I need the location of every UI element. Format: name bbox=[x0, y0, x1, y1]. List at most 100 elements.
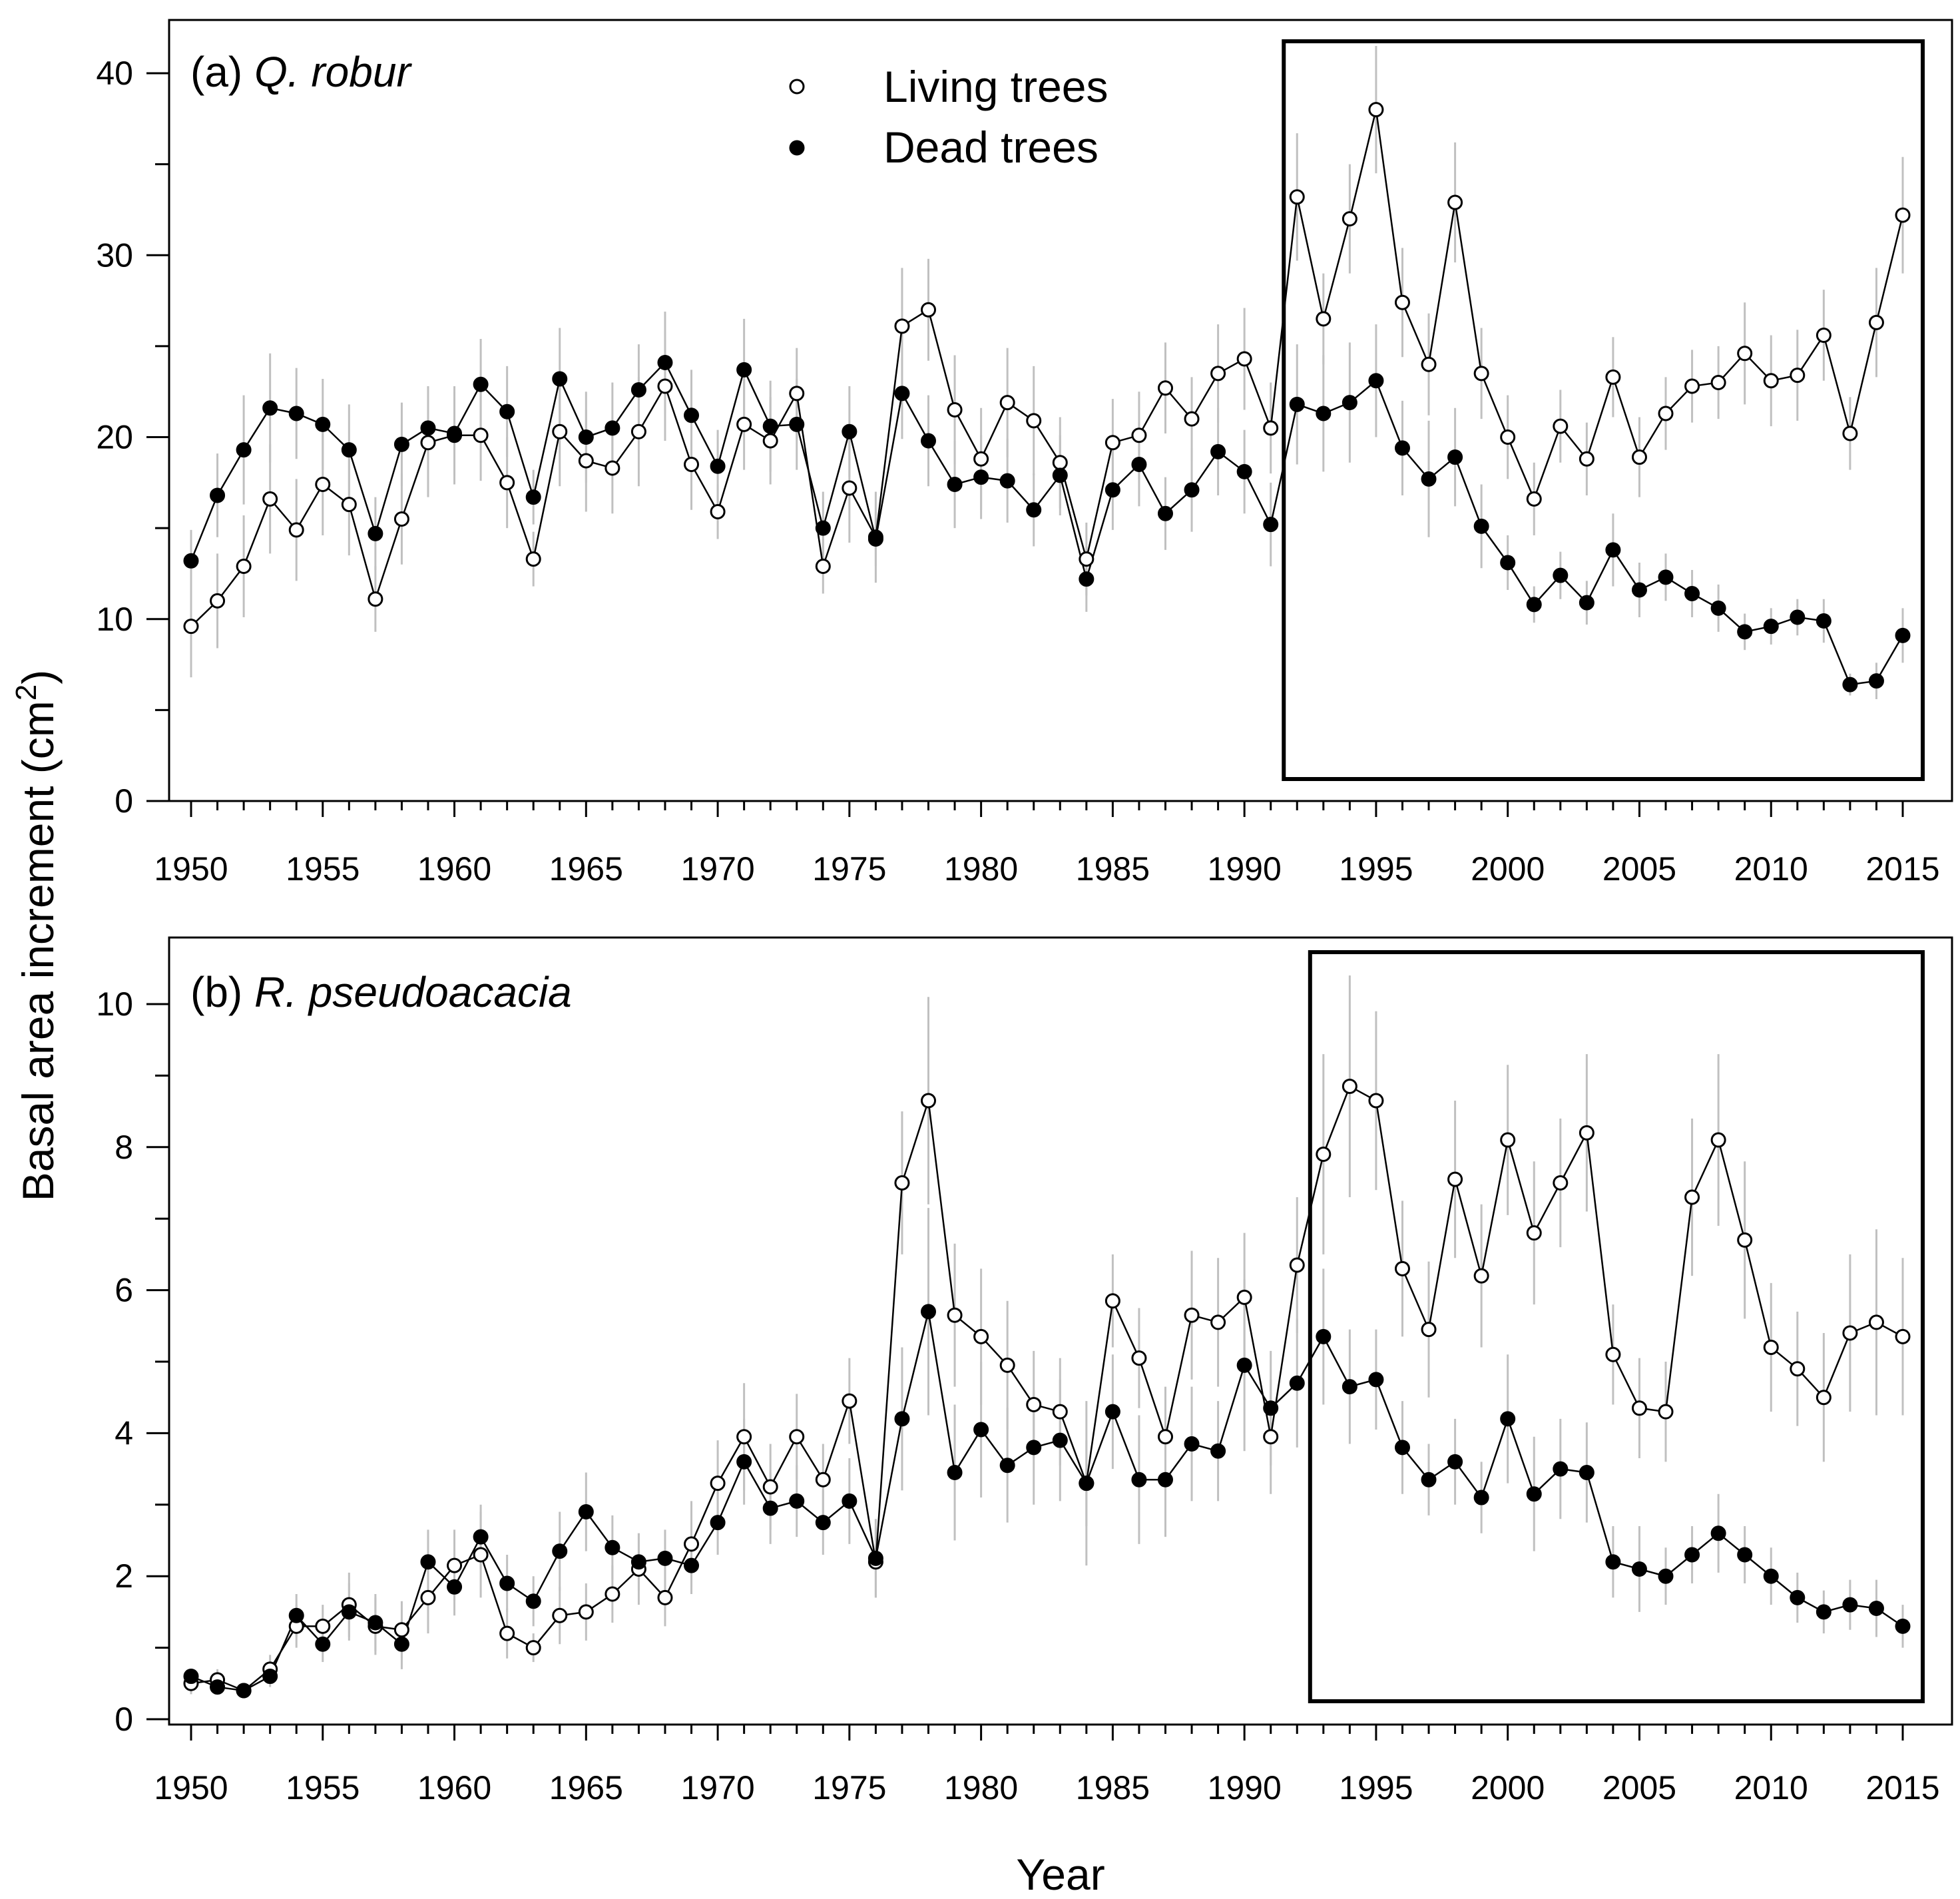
living-data-point bbox=[552, 1607, 568, 1623]
living-data-point bbox=[525, 551, 541, 567]
panel-a-x-axis: 1950 1955 1960 1965 1970 1975 1980 1985 1990 1995… bbox=[154, 801, 1940, 888]
x-tick-label: 1990 bbox=[1208, 850, 1282, 888]
dead-data-point bbox=[630, 382, 646, 398]
living-data-point bbox=[288, 522, 304, 538]
dead-data-point bbox=[684, 407, 700, 423]
x-tick-label: 2015 bbox=[1865, 1769, 1939, 1806]
dead-data-point bbox=[525, 1593, 541, 1609]
dead-data-point bbox=[1658, 569, 1674, 585]
living-data-point bbox=[1394, 1260, 1410, 1276]
x-tick-label: 1995 bbox=[1339, 1769, 1413, 1806]
panel-b-y-axis: 0 2 4 6 8 10 bbox=[96, 985, 169, 1738]
y-tick-label: 40 bbox=[96, 55, 133, 92]
living-data-point bbox=[1026, 1396, 1042, 1412]
living-data-point bbox=[1184, 1307, 1200, 1323]
dead-data-point bbox=[447, 1579, 463, 1595]
dead-data-point bbox=[842, 423, 858, 439]
living-data-point bbox=[1421, 1322, 1437, 1338]
legend-living-label: Living trees bbox=[883, 62, 1108, 111]
legend: Living trees Dead trees bbox=[789, 62, 1108, 172]
dead-data-point bbox=[894, 386, 910, 402]
dead-data-point bbox=[815, 1515, 831, 1531]
living-data-point bbox=[393, 1622, 409, 1638]
dead-data-point bbox=[1236, 463, 1252, 479]
dead-data-point bbox=[1236, 1357, 1252, 1373]
living-data-point bbox=[1526, 1225, 1542, 1241]
dead-data-point bbox=[736, 362, 752, 378]
dead-data-point bbox=[420, 420, 436, 436]
dead-data-point bbox=[1710, 600, 1726, 616]
dead-data-point bbox=[1447, 1454, 1463, 1470]
dead-data-point bbox=[473, 1529, 489, 1545]
dead-data-point bbox=[789, 1493, 805, 1509]
dead-data-point bbox=[1104, 482, 1120, 498]
living-data-point bbox=[1079, 551, 1095, 567]
dead-data-point bbox=[525, 489, 541, 505]
x-axis-title: Year bbox=[1016, 1850, 1104, 1899]
dead-data-point bbox=[1263, 517, 1279, 533]
dead-data-point bbox=[1079, 571, 1095, 587]
dead-data-point bbox=[1289, 1375, 1305, 1391]
living-data-point bbox=[947, 1307, 963, 1323]
x-tick-label: 2005 bbox=[1602, 850, 1676, 888]
dead-data-point bbox=[1526, 597, 1542, 613]
living-data-point bbox=[499, 475, 515, 491]
living-data-point bbox=[762, 1479, 778, 1495]
living-data-point bbox=[1710, 1132, 1726, 1148]
x-tick-label: 2000 bbox=[1471, 850, 1545, 888]
panel-b-chart: 0 2 4 6 8 10 1950 1955 1960 1965 1970 1975 1980 1985… bbox=[96, 936, 1953, 1806]
dead-data-point bbox=[1368, 1372, 1384, 1388]
dead-data-point bbox=[1157, 1472, 1173, 1488]
living-data-point bbox=[1263, 1429, 1279, 1445]
living-data-point bbox=[1447, 194, 1463, 210]
dead-data-point bbox=[210, 1679, 226, 1695]
dead-data-point bbox=[1526, 1486, 1542, 1502]
legend-dead-marker bbox=[789, 140, 805, 156]
living-data-point bbox=[1658, 406, 1674, 421]
living-data-point bbox=[420, 435, 436, 451]
dead-data-point bbox=[1421, 471, 1437, 487]
living-data-point bbox=[657, 1589, 673, 1605]
x-tick-label: 1950 bbox=[154, 1769, 228, 1806]
living-data-point bbox=[1500, 1132, 1516, 1148]
x-tick-label: 2010 bbox=[1734, 1769, 1808, 1806]
dead-data-point bbox=[1579, 595, 1594, 611]
dead-data-point bbox=[1763, 619, 1779, 635]
living-data-point bbox=[1104, 435, 1120, 451]
living-data-point bbox=[1131, 1350, 1147, 1366]
dead-data-point bbox=[1605, 542, 1621, 558]
living-data-point bbox=[1236, 1289, 1252, 1305]
dead-data-point bbox=[842, 1493, 858, 1509]
living-data-point bbox=[1842, 1325, 1858, 1341]
living-data-point bbox=[552, 423, 568, 439]
living-data-point bbox=[1473, 366, 1489, 382]
panel-b-highlight-box bbox=[1308, 950, 1925, 1703]
living-data-point bbox=[815, 559, 831, 575]
living-series-line bbox=[190, 1085, 1903, 1692]
living-data-point bbox=[341, 497, 357, 513]
dead-data-point bbox=[762, 418, 778, 434]
dead-data-point bbox=[315, 1636, 331, 1652]
dead-data-point bbox=[393, 1636, 409, 1652]
y-tick-label: 2 bbox=[115, 1557, 133, 1595]
x-tick-label: 1960 bbox=[417, 1769, 491, 1806]
living-data-point bbox=[1263, 420, 1279, 436]
living-data-point bbox=[1553, 1175, 1569, 1191]
dead-data-point bbox=[210, 487, 226, 503]
living-series-line bbox=[190, 109, 1904, 627]
living-data-point bbox=[1026, 413, 1042, 429]
dead-data-point bbox=[1473, 518, 1489, 534]
living-data-point bbox=[1631, 1400, 1647, 1416]
dead-data-point bbox=[657, 354, 673, 370]
living-data-point bbox=[1394, 294, 1410, 310]
living-data-point bbox=[525, 1640, 541, 1656]
dead-data-point bbox=[1684, 1547, 1700, 1563]
y-tick-label: 10 bbox=[96, 985, 133, 1023]
living-data-point bbox=[236, 559, 252, 575]
living-data-point bbox=[1579, 1125, 1594, 1141]
living-data-point bbox=[1790, 368, 1806, 384]
dead-data-point bbox=[368, 525, 383, 541]
dead-data-point bbox=[1816, 1604, 1832, 1620]
panel-b-plot-frame bbox=[168, 936, 1953, 1726]
